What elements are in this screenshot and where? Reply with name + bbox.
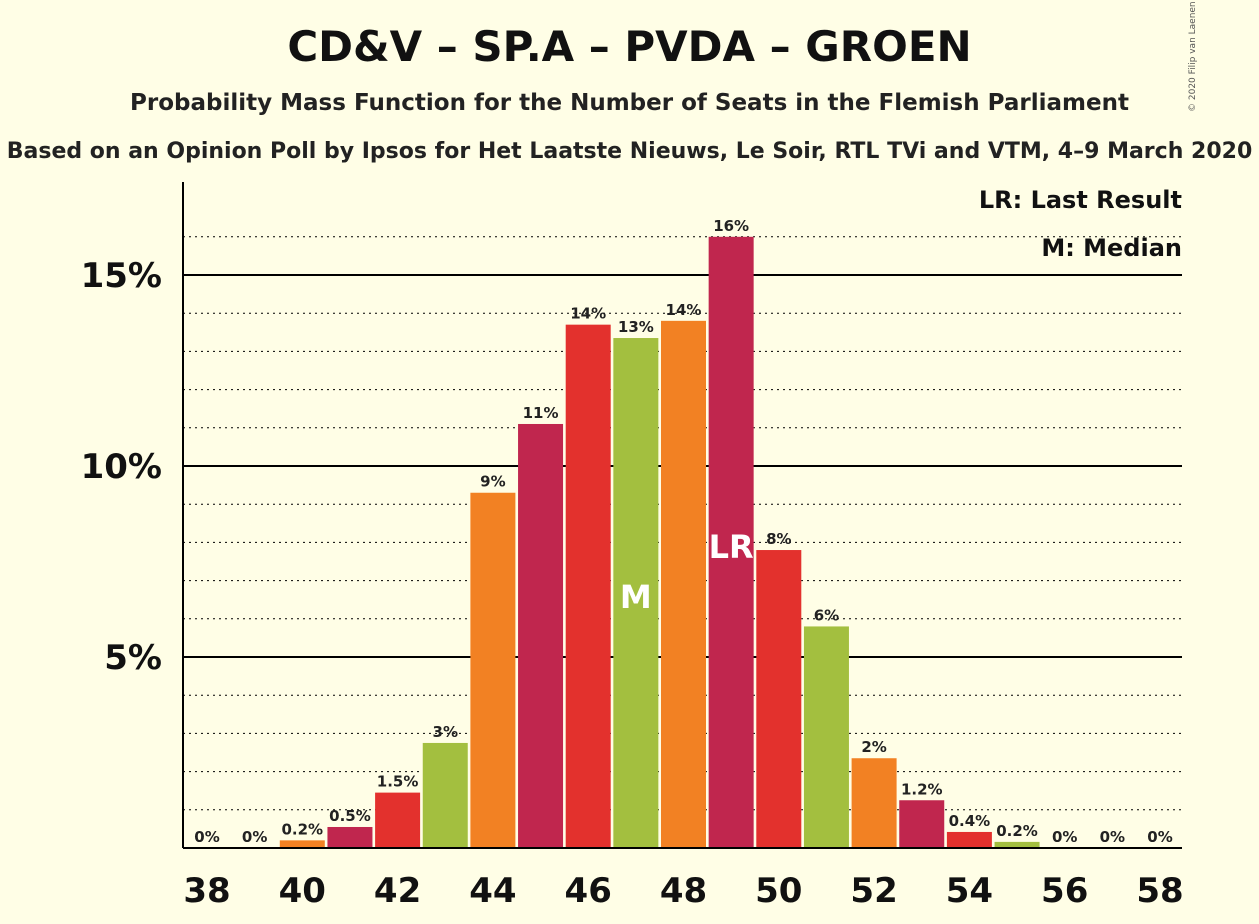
bar-seat-45: [518, 423, 564, 848]
bar-value-label: 14%: [666, 301, 702, 319]
bar-value-label: 16%: [713, 217, 749, 235]
y-tick-label: 5%: [104, 638, 162, 678]
bar-seat-47: [613, 338, 659, 848]
bar-seat-42: [375, 792, 421, 848]
bar-labels: 0% 0% 0.2% 0.5% 1.5% 3% 9% 11% 14% 13% 14% 16% 8% 6% 2…: [194, 217, 1172, 846]
bar-seat-46: [565, 324, 611, 848]
bar-value-label: 0%: [1100, 828, 1125, 846]
bar-value-label: 1.2%: [901, 780, 943, 798]
bar-value-label: 11%: [523, 404, 559, 422]
x-tick-label: 52: [850, 871, 897, 911]
bar-seat-49: [708, 236, 754, 849]
x-tick-label: 46: [565, 871, 612, 911]
bar-seat-48: [661, 320, 706, 849]
bar-seat-52: [851, 758, 897, 848]
bar-value-label: 6%: [814, 606, 839, 624]
bar-value-label: 8%: [766, 530, 791, 548]
x-tick-label: 48: [660, 871, 707, 911]
legend-last-result: LR: Last Result: [978, 186, 1182, 214]
bar-seat-55: [994, 841, 1040, 848]
bar-seat-44: [470, 492, 516, 848]
bar-value-label: 0%: [242, 828, 267, 846]
bar-value-label: 13%: [618, 318, 654, 336]
x-tick-label: 50: [755, 871, 802, 911]
bar-value-label: 0.4%: [949, 812, 991, 830]
bar-value-label: 0.2%: [281, 820, 323, 838]
bar-seat-53: [899, 800, 945, 848]
bar-seat-43: [422, 742, 468, 848]
bar-seat-40: [279, 840, 325, 848]
legend-median: M: Median: [1041, 234, 1182, 262]
x-tick-label: 54: [946, 871, 993, 911]
bar-value-label: 0%: [1052, 828, 1077, 846]
bar-value-label: 0.5%: [329, 807, 371, 825]
x-tick-labels: 38 40 42 44 46 48 50 52 54 56 58: [183, 871, 1183, 911]
chart-subtitle: Probability Mass Function for the Number…: [130, 90, 1129, 116]
x-tick-label: 44: [469, 871, 516, 911]
last-result-marker: LR: [709, 528, 754, 566]
bar-value-label: 9%: [480, 473, 505, 491]
bar-seat-41: [327, 826, 373, 848]
bar-seat-54: [946, 831, 992, 848]
bar-value-label: 1.5%: [377, 773, 419, 791]
bar-value-label: 3%: [433, 723, 458, 741]
bars: [279, 236, 1040, 849]
chart-title: CD&V – SP.A – PVDA – GROEN: [287, 22, 972, 71]
bar-seat-51: [803, 626, 849, 848]
x-tick-label: 38: [183, 871, 230, 911]
bar-value-label: 0%: [194, 828, 219, 846]
bar-value-label: 0%: [1147, 828, 1172, 846]
y-tick-label: 10%: [81, 447, 162, 487]
bar-seat-50: [756, 550, 802, 848]
bar-value-label: 0.2%: [996, 822, 1038, 840]
bar-value-label: 2%: [861, 738, 886, 756]
x-tick-label: 42: [374, 871, 421, 911]
chart-source-line: Based on an Opinion Poll by Ipsos for He…: [6, 139, 1253, 164]
x-tick-label: 56: [1041, 871, 1088, 911]
y-tick-labels: 5% 10% 15%: [81, 256, 162, 678]
y-tick-label: 15%: [81, 256, 162, 296]
x-tick-label: 58: [1136, 871, 1183, 911]
x-tick-label: 40: [279, 871, 326, 911]
median-marker: M: [620, 578, 652, 616]
bar-value-label: 14%: [570, 305, 606, 323]
